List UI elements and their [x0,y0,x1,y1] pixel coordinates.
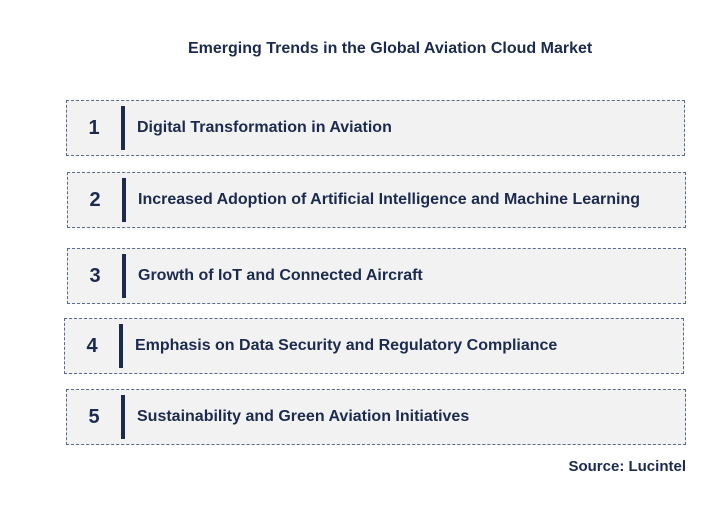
trend-item-2: 2 Increased Adoption of Artificial Intel… [67,172,686,228]
trend-item-1: 1 Digital Transformation in Aviation [66,100,685,156]
trend-divider [121,395,125,439]
trend-number: 1 [88,116,100,139]
trend-label: Digital Transformation in Aviation [137,119,392,136]
trend-label: Sustainability and Green Aviation Initia… [137,408,470,425]
trend-number: 5 [88,405,100,428]
trend-number: 2 [89,188,101,211]
trend-number: 4 [86,334,98,357]
source-note: Source: Lucintel [568,458,686,475]
trend-item-3: 3 Growth of IoT and Connected Aircraft [67,248,686,304]
diagram-title: Emerging Trends in the Global Aviation C… [188,40,593,57]
trend-divider [119,324,123,368]
trend-number: 3 [89,264,101,287]
trend-label: Growth of IoT and Connected Aircraft [138,267,423,284]
trend-divider [122,178,126,222]
trend-divider [122,254,126,298]
trend-item-5: 5 Sustainability and Green Aviation Init… [66,389,686,445]
trend-label: Emphasis on Data Security and Regulatory… [135,337,558,354]
trend-item-4: 4 Emphasis on Data Security and Regulato… [64,318,684,374]
trend-divider [121,106,125,150]
trend-label: Increased Adoption of Artificial Intelli… [138,191,640,208]
